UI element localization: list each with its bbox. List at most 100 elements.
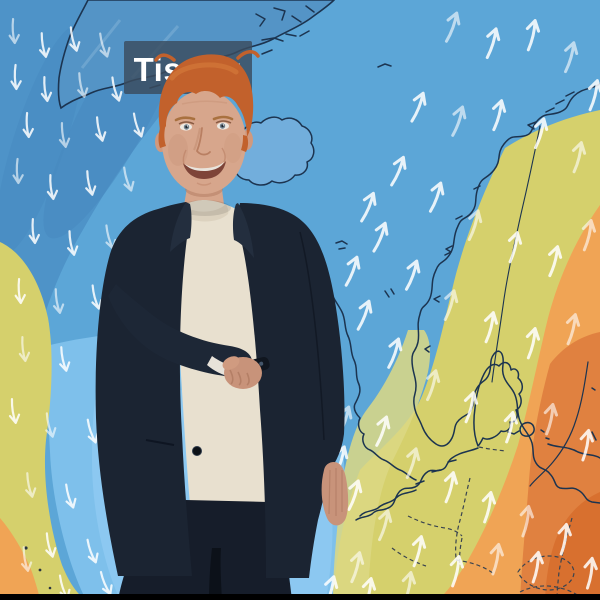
wind-arrow-icon <box>428 181 445 213</box>
wind-arrow-icon <box>356 299 373 331</box>
head <box>154 50 260 194</box>
wind-arrow-icon <box>69 26 81 52</box>
wind-arrow-icon <box>85 170 97 196</box>
wind-arrow-icon <box>360 191 377 223</box>
jacket-left-panel <box>95 202 192 576</box>
wind-arrow-icon <box>99 570 113 596</box>
wind-arrow-icon <box>350 551 365 584</box>
wind-arrow-icon <box>405 447 421 480</box>
wind-arrow-icon <box>344 255 361 287</box>
wind-arrow-icon <box>583 556 598 590</box>
leg-gap-shadow <box>209 548 222 600</box>
wind-arrow-icon <box>443 289 459 322</box>
jacket-lapel-right <box>232 203 254 258</box>
presenter <box>95 50 349 600</box>
wind-arrow-icon <box>529 550 544 584</box>
wind-arrow-icon <box>564 41 579 74</box>
wind-arrow-icon <box>18 335 31 363</box>
wind-arrow-icon <box>571 141 587 174</box>
wind-arrow-icon <box>375 415 391 447</box>
wind-arrow-icon <box>525 327 541 360</box>
wind-arrow-icon <box>86 538 99 564</box>
wind-arrow-icon <box>481 491 497 524</box>
wind-arrow-icon <box>378 509 393 542</box>
wind-arrow-icon <box>587 79 600 112</box>
mild-band-west <box>0 242 88 600</box>
wind-arrow-icon <box>534 117 549 150</box>
jacket-lapel-left <box>170 202 192 252</box>
wind-arrow-icon <box>449 555 465 588</box>
wind-arrow-icon <box>12 157 24 185</box>
right-hand <box>222 356 262 389</box>
wind-arrow-icon <box>467 209 483 242</box>
wind-arrow-icon <box>111 76 123 102</box>
wind-arrow-icon <box>347 479 363 511</box>
wind-arrow-icon <box>46 173 59 201</box>
wind-arrow-icon <box>463 391 479 424</box>
wind-arrow-icon <box>20 546 33 572</box>
wind-arrow-icon <box>483 311 499 344</box>
wind-arrow-icon <box>8 398 21 424</box>
wind-arrow-icon <box>95 116 107 142</box>
wind-arrow-icon <box>65 483 77 509</box>
wind-arrow-icon <box>58 122 71 148</box>
mouth <box>182 147 226 186</box>
wind-arrow-icon <box>485 27 501 60</box>
wind-arrow-icon <box>45 532 57 558</box>
wind-arrow-icon <box>67 230 79 256</box>
wind-arrow-icon <box>579 429 594 462</box>
wind-arrow-icon <box>565 313 581 346</box>
wind-arrow-icon <box>410 91 427 123</box>
jacket-forearm <box>108 284 253 377</box>
sweater-collar <box>182 204 229 222</box>
wind-arrow-icon <box>548 245 563 278</box>
wind-arrow-icon <box>45 412 57 438</box>
wind-arrow-icon <box>25 472 37 498</box>
wind-arrow-icon <box>77 72 89 98</box>
eyes <box>178 120 232 131</box>
hair <box>154 50 260 152</box>
wind-arrow-icon <box>557 522 572 556</box>
wind-arrow-icon <box>38 32 51 58</box>
wind-arrows-north <box>324 11 600 600</box>
eyebrows <box>174 115 234 122</box>
wind-arrow-icon <box>22 111 34 139</box>
wind-arrow-icon <box>99 32 111 58</box>
wind-arrow-icon <box>390 155 407 187</box>
letterbox-bar <box>0 594 600 600</box>
wind-arrow-icon <box>519 505 534 538</box>
wind-arrow-icon <box>123 166 135 192</box>
wind-arrow-icon <box>404 259 421 291</box>
wind-arrow-icon <box>492 99 507 132</box>
wind-arrow-icon <box>361 577 377 600</box>
wind-arrow-icon <box>451 105 467 137</box>
wind-arrow-icon <box>503 411 519 444</box>
wind-arrow-icon <box>40 75 53 103</box>
wind-arrow-icon <box>507 231 523 264</box>
jacket-button <box>192 446 202 456</box>
wind-arrow-icon <box>52 288 65 314</box>
wind-arrow-icon <box>132 112 145 138</box>
wind-arrow-icon <box>581 219 597 252</box>
wind-arrow-icon <box>543 403 559 436</box>
wind-arrow-icon <box>59 346 71 372</box>
left-hand <box>321 462 349 526</box>
wind-arrow-icon <box>8 17 20 45</box>
nose <box>195 127 211 156</box>
wind-arrow-icon <box>387 337 403 369</box>
wind-arrow-icon <box>443 471 459 504</box>
wind-arrow-icon <box>426 369 441 402</box>
wind-arrow-icon <box>28 217 40 245</box>
wind-arrow-icon <box>525 19 541 52</box>
wind-arrow-icon <box>411 535 427 568</box>
wind-arrow-icon <box>14 277 26 305</box>
wind-arrow-icon <box>10 63 22 91</box>
warm-band-east <box>333 110 600 600</box>
wind-arrow-icon <box>324 575 339 600</box>
jacket-right-panel <box>238 203 345 578</box>
wind-arrow-icon <box>444 11 461 43</box>
wind-arrow-icon <box>489 543 504 576</box>
wind-arrow-icon <box>372 221 389 253</box>
